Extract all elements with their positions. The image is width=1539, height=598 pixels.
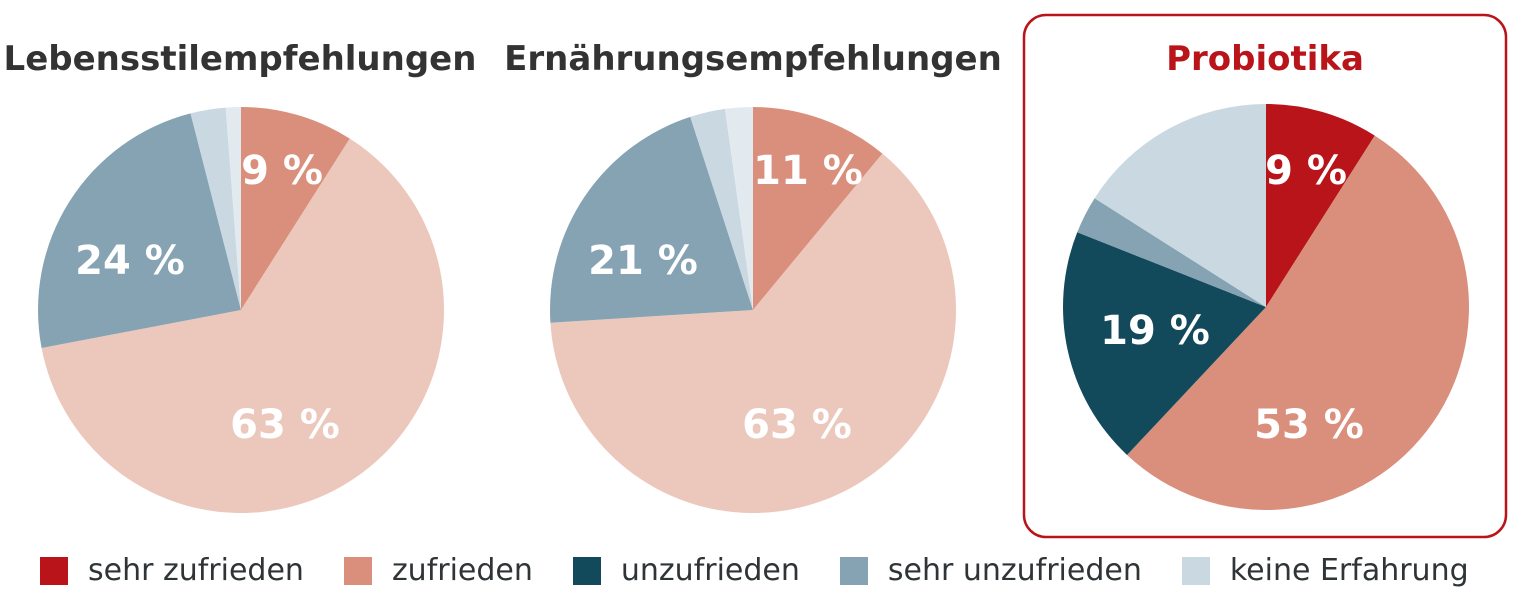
pie-chart-lebensstilempfehlungen: 9 % 63 % 24 % Lebensstilempfehlungen: [4, 39, 477, 514]
pie-slice-label: 63 %: [230, 402, 340, 448]
pie-slice-zufrieden: [241, 107, 350, 310]
pie-slice-zufrieden: [753, 107, 883, 310]
legend-item: zufrieden: [343, 553, 533, 588]
pie-slice-sehr-unzufrieden: [550, 116, 753, 323]
legend-item: keine Erfahrung: [1181, 553, 1469, 588]
pie-chart-probiotika: 9 % 53 % 19 % Probiotika: [1063, 39, 1470, 511]
probiotika-highlight-frame: [1022, 13, 1508, 539]
pie-slice-sehr-unzufrieden: [1077, 198, 1266, 307]
legend-label: zufrieden: [391, 553, 533, 588]
pie-slice-keine-Erfahrung: [1094, 104, 1266, 307]
pie-charts: 9 % 63 % 24 % Lebensstilempfehlungen 11 % 63…: [4, 13, 1508, 539]
pie-slice-unzufrieden: [1063, 232, 1266, 455]
chart-title: Ernährungsempfehlungen: [504, 39, 1002, 79]
pie-slice-zufrieden: [550, 153, 956, 513]
legend-swatch: [572, 556, 601, 585]
legend-label: sehr zufrieden: [88, 553, 304, 588]
pie-slice-sehr-zufrieden: [1266, 104, 1375, 307]
pie-slice-label: 21 %: [588, 238, 698, 284]
pie-slice-sehr-unzufrieden: [37, 113, 241, 349]
pie-slice-label: 11 %: [753, 148, 863, 194]
legend-label: keine Erfahrung: [1229, 553, 1469, 588]
legend-item: unzufrieden: [572, 553, 800, 588]
legend-label: unzufrieden: [620, 553, 800, 588]
pie-slice-keine-Erfahrung: [225, 107, 241, 310]
pie-slice-label: 24 %: [75, 238, 185, 284]
pie-slice-label: 53 %: [1254, 402, 1364, 448]
legend-item: sehr zufrieden: [40, 553, 304, 588]
pie-slice-keine-Erfahrung: [690, 108, 753, 310]
pie-slice-zufrieden: [1127, 135, 1470, 511]
chart-title: Lebensstilempfehlungen: [4, 39, 477, 79]
chart-title: Probiotika: [1166, 39, 1364, 79]
legend-swatch: [1181, 556, 1210, 585]
pie-slice-keine-Erfahrung: [190, 107, 241, 310]
pie-slice-label: 19 %: [1100, 308, 1210, 354]
legend-swatch: [40, 556, 68, 585]
legend-label: sehr unzufrieden: [887, 553, 1142, 588]
legend-item: sehr unzufrieden: [839, 553, 1142, 588]
legend: sehr zufrieden zufrieden unzufrieden sehr u…: [40, 553, 1509, 588]
pie-chart-ernaehrungsempfehlungen: 11 % 63 % 21 % Ernährungsempfehlungen: [504, 39, 1002, 513]
legend-swatch: [343, 556, 372, 585]
pie-slice-zufrieden: [41, 138, 444, 514]
pie-slice-label: 9 %: [241, 148, 323, 194]
pie-slice-keine-Erfahrung: [725, 107, 753, 310]
pie-slice-label: 63 %: [742, 402, 852, 448]
pie-slice-label: 9 %: [1265, 148, 1347, 194]
legend-swatch: [839, 556, 868, 585]
